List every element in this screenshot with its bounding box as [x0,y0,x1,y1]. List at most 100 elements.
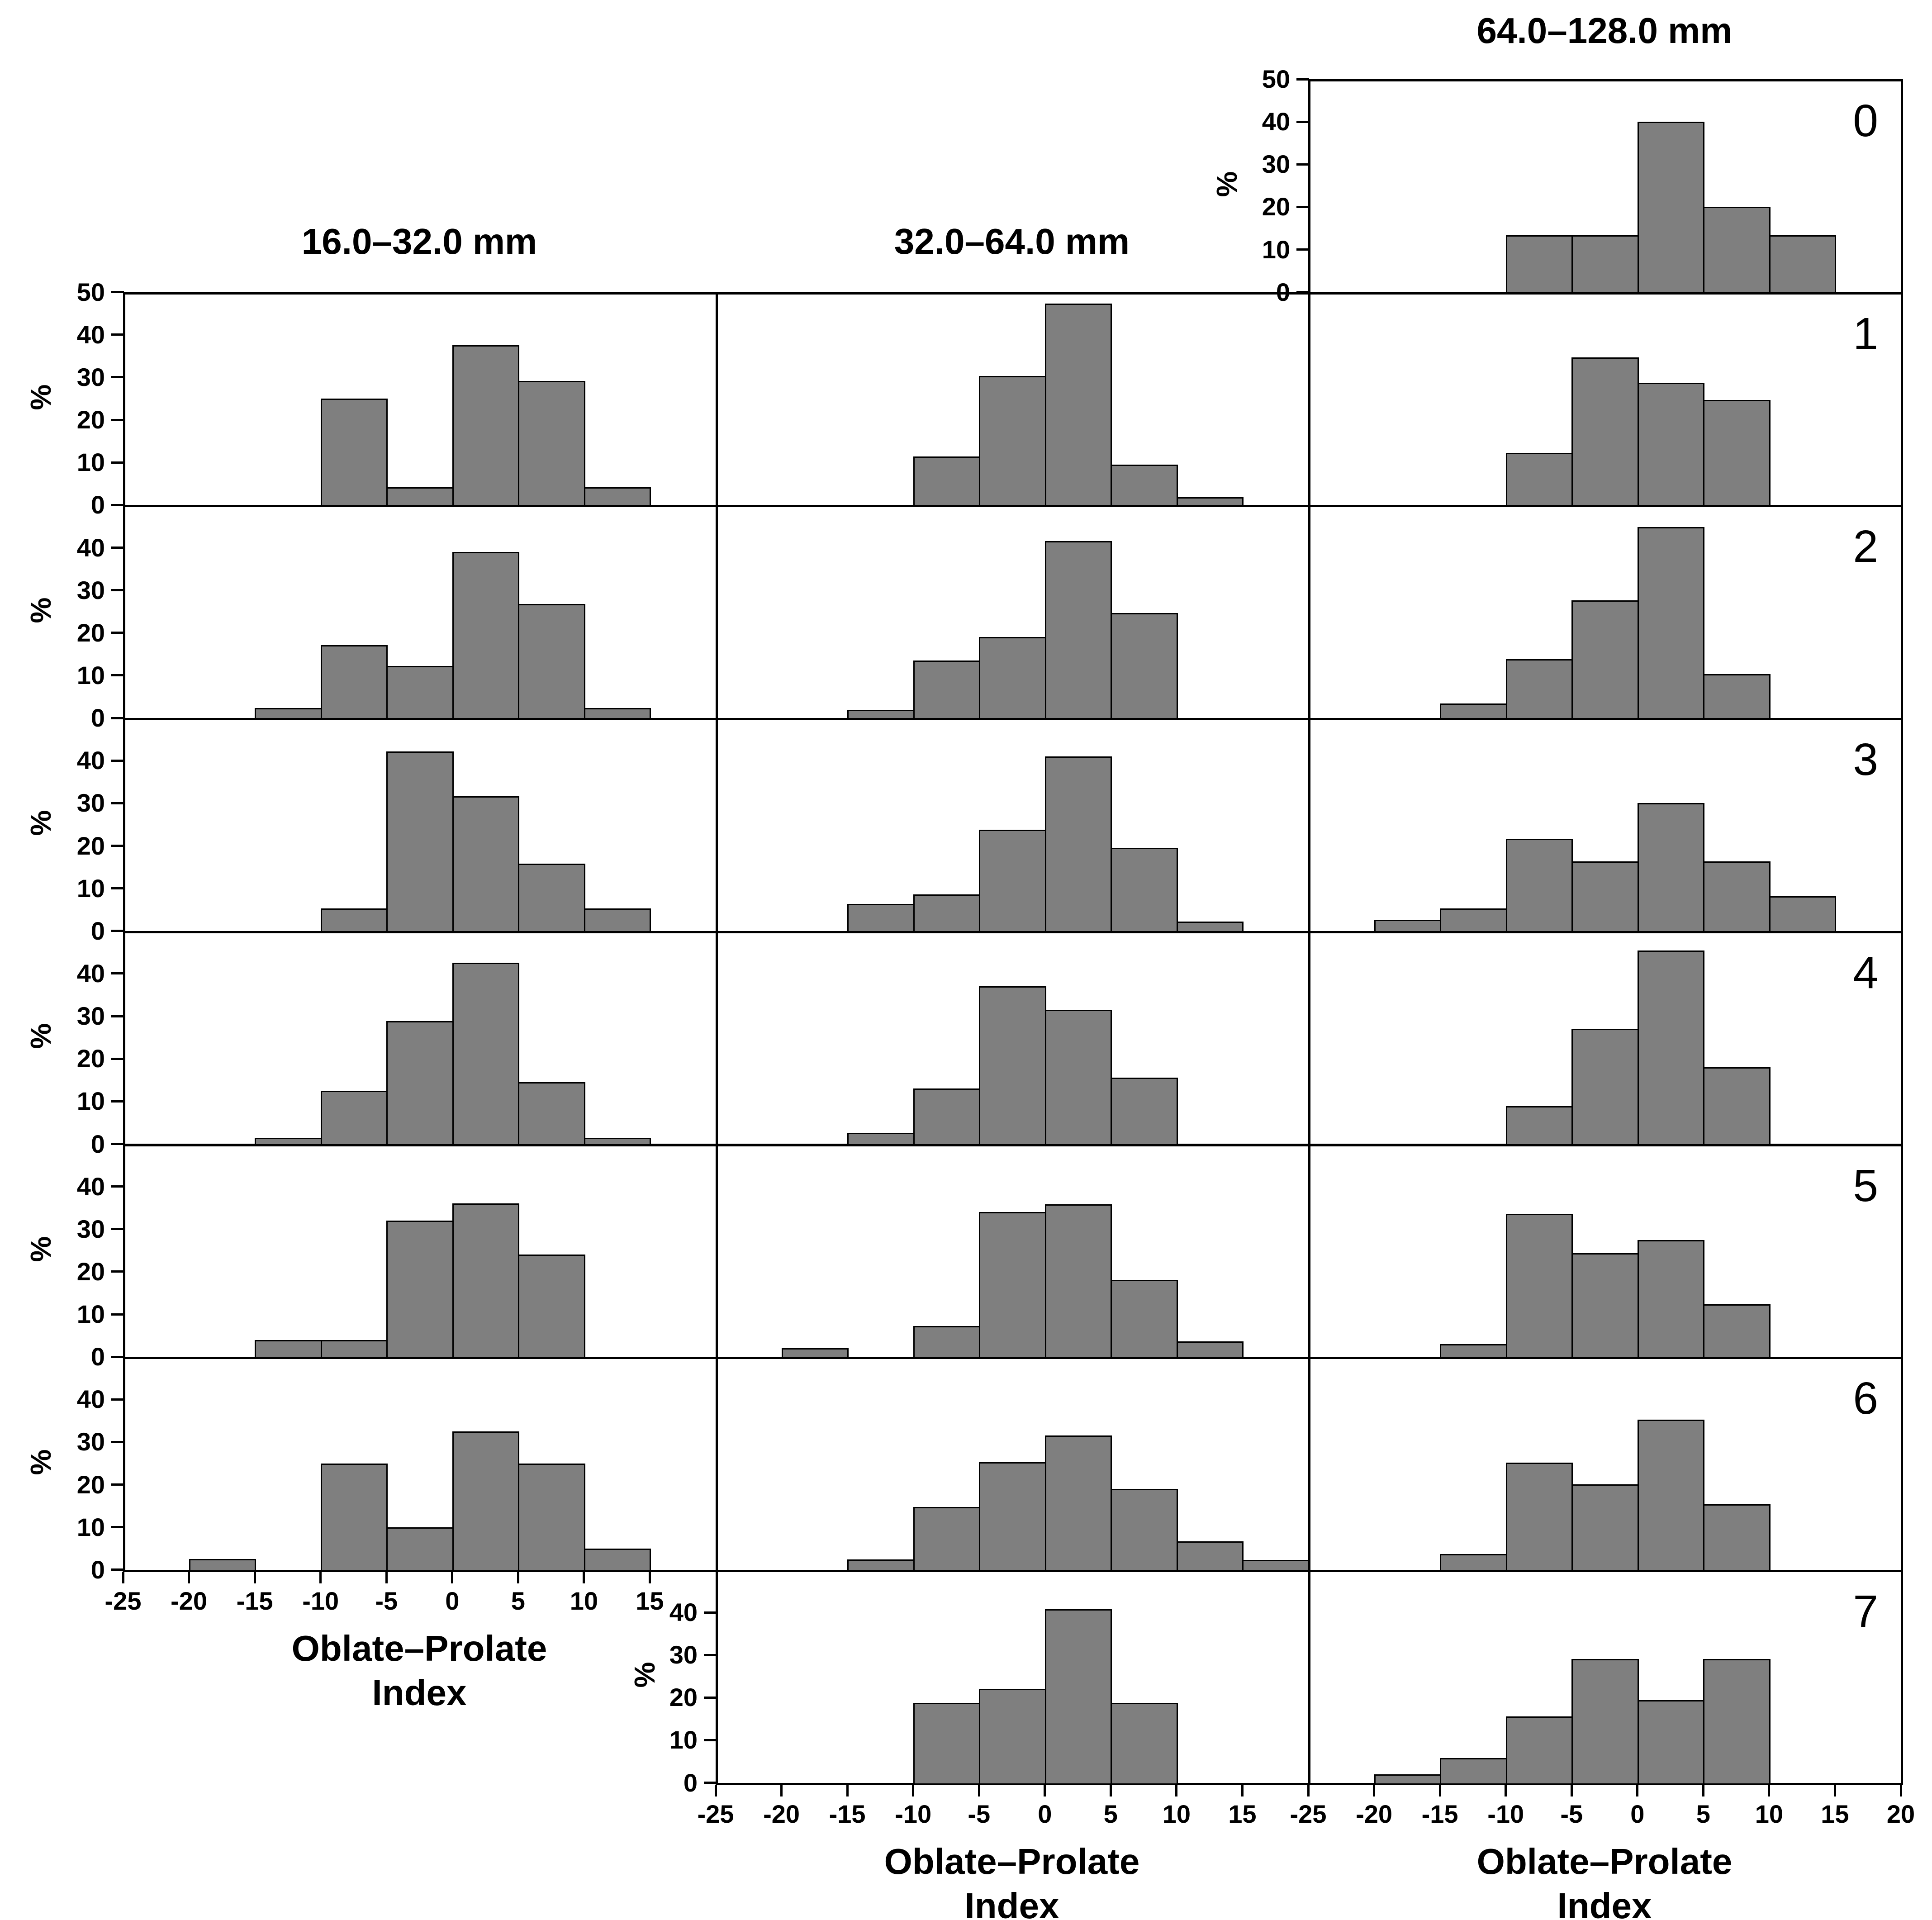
histogram-bar [452,963,520,1146]
x-tick-label: -5 [375,1586,398,1615]
histogram-bar [1440,1758,1507,1785]
histogram-bar [979,1212,1046,1359]
histogram-bar [1703,674,1771,720]
histogram-bar [1111,1489,1178,1572]
y-tick-label: 0 [90,1555,105,1584]
x-tick-mark [517,1571,519,1583]
y-tick-mark [704,1739,717,1741]
histogram-bar [1440,703,1507,720]
histogram-bar [452,796,520,933]
histogram-panel [123,292,718,508]
y-tick-label: 0 [90,916,105,945]
histogram-bar [320,1463,388,1572]
x-tick-label: -25 [1290,1799,1327,1828]
histogram-bar [1505,1462,1573,1572]
y-tick-mark [111,1526,124,1529]
y-tick-label: 20 [76,618,105,647]
histogram-bar [913,1702,981,1785]
y-tick-mark [1296,163,1309,166]
y-tick-label: 10 [76,661,105,689]
y-tick-label: 0 [1276,277,1290,306]
y-tick-label: 50 [76,277,105,306]
x-tick-label: 20 [1886,1799,1915,1828]
y-tick-label: 20 [76,831,105,860]
y-tick-label: 10 [76,1512,105,1541]
histogram-bar [1571,235,1639,294]
y-tick-mark [111,589,124,592]
histogram-bar [518,380,585,507]
y-tick-mark [111,1355,124,1358]
y-tick-mark [111,1143,124,1145]
y-tick-label: 0 [90,1342,105,1371]
histogram-bar [1505,659,1573,720]
y-tick-label: 0 [683,1768,698,1797]
y-tick-label: 10 [76,1300,105,1329]
x-axis-title-line1: Oblate–Prolate [1476,1841,1733,1882]
histogram-bar [1571,861,1639,933]
column-title-64-128mm: 64.0–128.0 mm [1476,10,1733,51]
row-label: 5 [1853,1160,1878,1211]
y-tick-label: 40 [669,1598,698,1627]
y-tick-label: 30 [76,1214,105,1243]
x-tick-label: 15 [1228,1799,1257,1828]
histogram-bar [1703,1659,1771,1785]
x-tick-mark [978,1784,980,1796]
x-tick-mark [122,1571,124,1583]
y-tick-mark [111,717,124,719]
histogram-bar [386,1220,454,1359]
x-tick-mark [846,1784,849,1796]
x-tick-label: 5 [1103,1799,1118,1828]
y-tick-label: 20 [76,1470,105,1499]
histogram-bar [320,645,388,720]
x-tick-label: -5 [1560,1799,1583,1828]
y-tick-mark [111,1228,124,1231]
y-tick-mark [111,1057,124,1060]
y-tick-label: 40 [76,1385,105,1414]
x-tick-label: 15 [636,1586,664,1615]
x-axis-title-col1: Oblate–Prolate Index [193,1626,646,1715]
row-label: 7 [1853,1586,1878,1637]
x-tick-mark [583,1571,585,1583]
x-tick-mark [1899,1784,1902,1796]
histogram-bar [1769,896,1837,933]
x-tick-mark [1570,1784,1573,1796]
histogram-bar [1703,861,1771,933]
histogram-bar [1571,1029,1639,1146]
x-tick-label: -5 [968,1799,991,1828]
histogram-bar [1505,452,1573,507]
column-title-32-64mm: 32.0–64.0 mm [894,221,1130,261]
y-tick-label: 10 [1262,235,1290,264]
histogram-bar [320,1340,388,1359]
x-tick-mark [1505,1784,1507,1796]
x-axis-title-line1: Oblate–Prolate [884,1841,1140,1882]
histogram-bar [1505,235,1573,294]
histogram-bar [320,399,388,507]
x-tick-label: 15 [1821,1799,1849,1828]
x-tick-mark [780,1784,783,1796]
y-axis-percent-label: % [1210,171,1243,197]
y-tick-mark [111,972,124,975]
y-tick-mark [111,1440,124,1443]
y-tick-mark [111,418,124,421]
histogram-bar [1176,1541,1244,1572]
row-label: 2 [1853,521,1878,572]
y-axis-percent-label: % [24,1023,57,1049]
histogram-bar [1044,1609,1112,1785]
y-tick-mark [111,461,124,464]
histogram-bar [1571,1253,1639,1359]
x-tick-mark [385,1571,388,1583]
y-tick-label: 40 [76,533,105,562]
y-axis-percent-label: % [24,1449,57,1475]
histogram-bar [518,864,585,933]
y-tick-label: 10 [669,1725,698,1754]
y-tick-mark [704,1611,717,1614]
y-axis-percent-label: % [24,810,57,836]
y-tick-mark [111,1483,124,1486]
y-tick-label: 10 [76,874,105,903]
histogram-bar [1505,838,1573,933]
x-tick-label: -25 [697,1799,734,1828]
histogram-bar [584,487,651,507]
x-tick-label: -20 [763,1799,800,1828]
y-tick-mark [704,1782,717,1784]
x-tick-label: -10 [895,1799,932,1828]
